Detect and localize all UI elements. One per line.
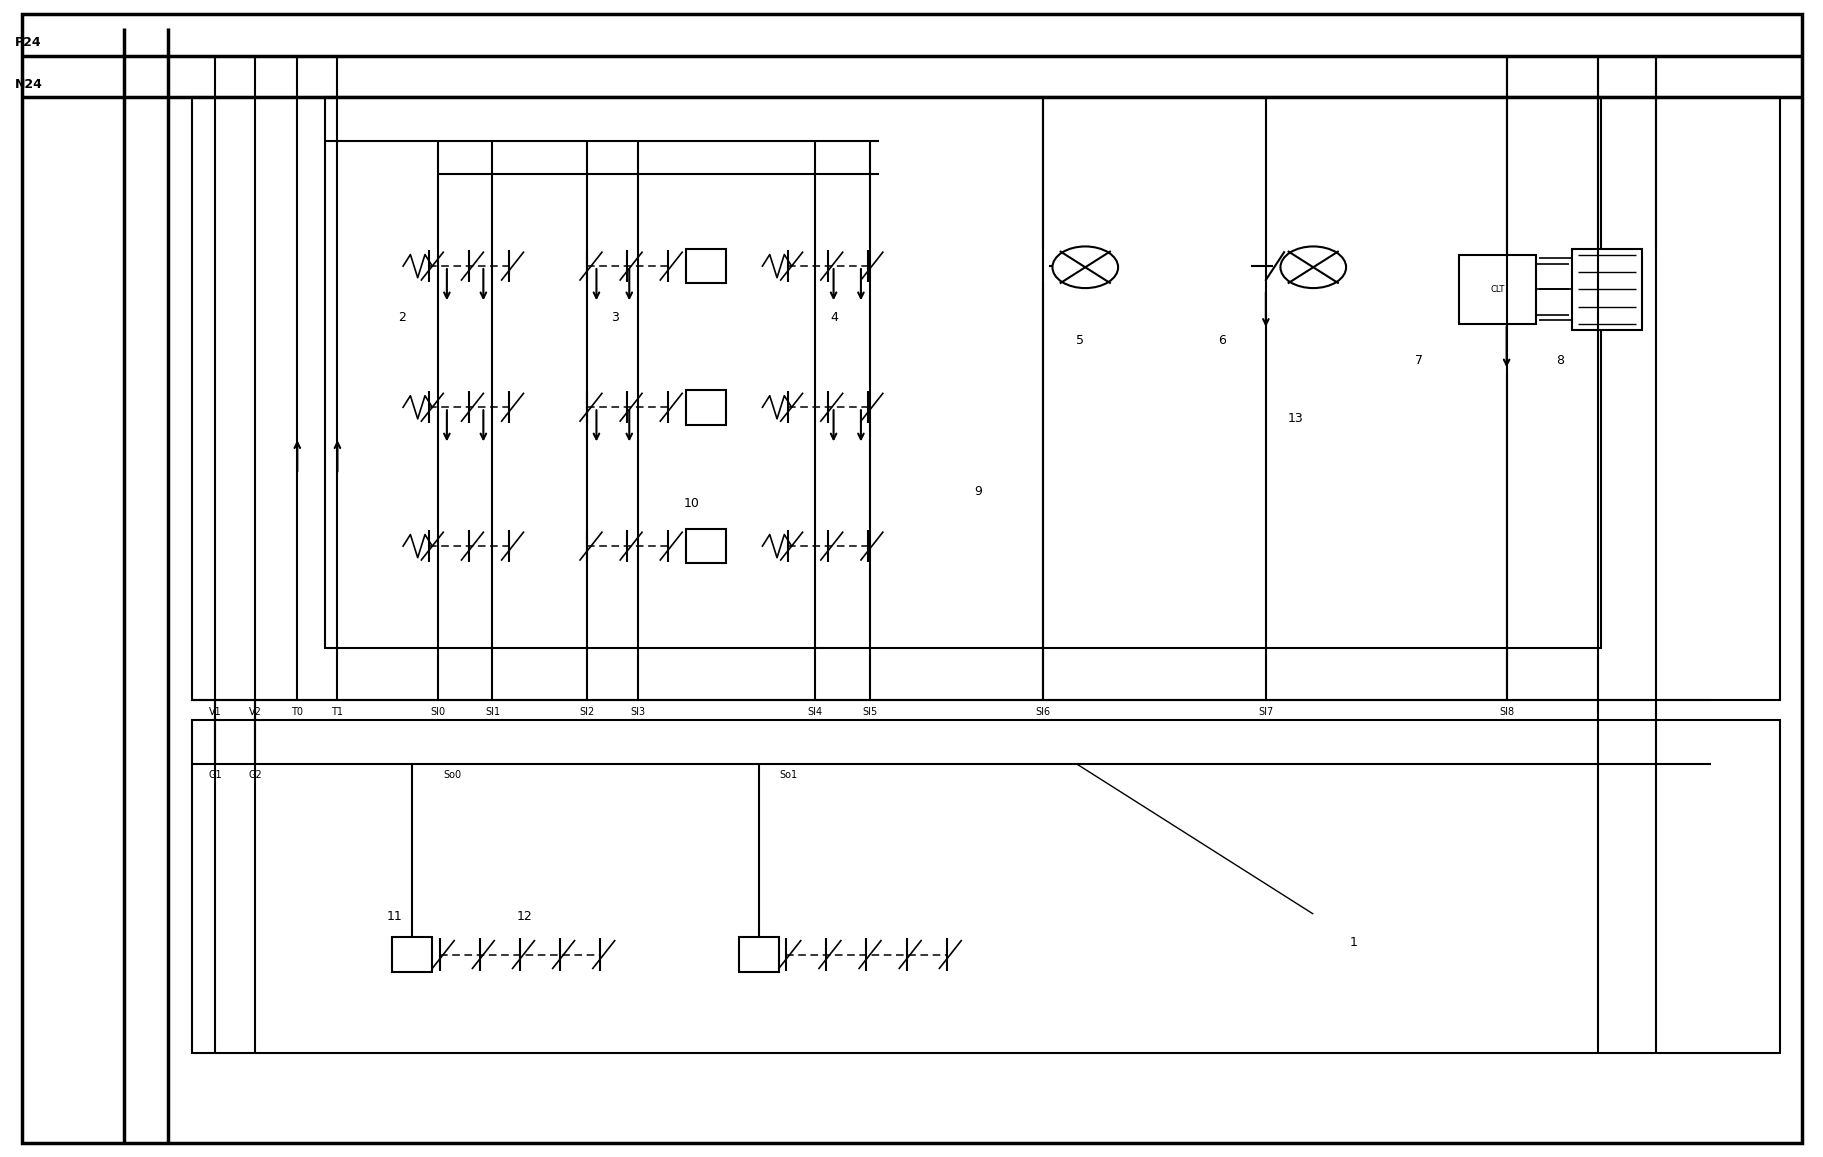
Text: 2: 2 (397, 310, 405, 324)
Bar (685, 529, 726, 563)
Text: CLT: CLT (1489, 285, 1504, 294)
Text: P24: P24 (15, 36, 42, 49)
Text: 1: 1 (1349, 936, 1356, 950)
Bar (685, 390, 726, 425)
Bar (738, 937, 778, 972)
Text: SI4: SI4 (808, 707, 822, 716)
Text: 11: 11 (386, 909, 403, 923)
Bar (191, 97, 1779, 700)
Text: 8: 8 (1555, 354, 1562, 368)
Bar (191, 720, 1779, 1053)
Text: SI6: SI6 (1035, 707, 1050, 716)
Text: 5: 5 (1076, 333, 1083, 347)
Circle shape (1052, 246, 1117, 288)
Text: 12: 12 (516, 909, 532, 923)
Text: SI3: SI3 (631, 707, 645, 716)
Text: 4: 4 (829, 310, 837, 324)
Bar (324, 97, 1601, 648)
Text: T0: T0 (292, 707, 303, 716)
Bar (1571, 249, 1641, 330)
Text: So1: So1 (778, 771, 797, 780)
Text: V1: V1 (210, 707, 221, 716)
Circle shape (1280, 246, 1345, 288)
Bar (1458, 255, 1535, 324)
Text: N24: N24 (15, 79, 42, 91)
Text: V2: V2 (248, 707, 263, 716)
Text: SI8: SI8 (1499, 707, 1513, 716)
Text: 6: 6 (1218, 333, 1225, 347)
Text: SI1: SI1 (485, 707, 500, 716)
Text: So0: So0 (443, 771, 461, 780)
Text: SI5: SI5 (862, 707, 877, 716)
Text: 7: 7 (1415, 354, 1422, 368)
Text: 13: 13 (1287, 412, 1303, 426)
Text: 3: 3 (611, 310, 618, 324)
Text: G1: G1 (208, 771, 222, 780)
Text: SI2: SI2 (580, 707, 594, 716)
Bar (685, 249, 726, 283)
Bar (392, 937, 432, 972)
Text: SI0: SI0 (430, 707, 445, 716)
Text: 10: 10 (684, 496, 700, 510)
Text: 9: 9 (973, 485, 981, 499)
Text: SI7: SI7 (1258, 707, 1272, 716)
Text: T1: T1 (332, 707, 343, 716)
Text: G2: G2 (248, 771, 263, 780)
